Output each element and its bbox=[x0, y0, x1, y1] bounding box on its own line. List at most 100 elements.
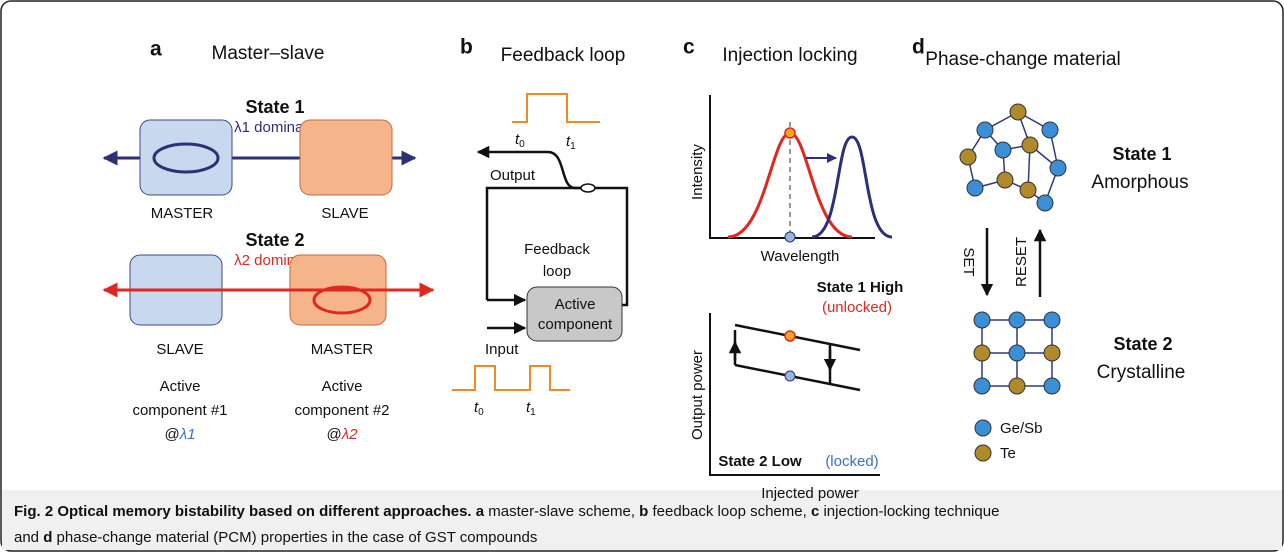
shape bbox=[973, 311, 991, 329]
axis-label: Output power bbox=[689, 350, 706, 440]
shape bbox=[1008, 311, 1026, 329]
loop bbox=[152, 142, 220, 174]
caption-segment: phase-change material (PCM) properties i… bbox=[52, 529, 537, 546]
loop bbox=[312, 285, 372, 315]
caption-segment: Fig. 2 Optical memory bistability based … bbox=[14, 503, 472, 520]
time-label: t1 bbox=[566, 133, 576, 152]
caption-segment: d bbox=[43, 529, 52, 546]
label: RESET bbox=[1013, 237, 1030, 287]
panel-letter: a bbox=[150, 38, 162, 61]
text-part: t bbox=[474, 399, 479, 416]
label: Output bbox=[490, 167, 536, 184]
point bbox=[784, 370, 796, 382]
phase-label: Amorphous bbox=[1091, 172, 1188, 193]
amorphous-atoms bbox=[959, 103, 1067, 212]
legend-label: Ge/Sb bbox=[1000, 420, 1043, 437]
shape bbox=[994, 141, 1012, 159]
time-label: t0 bbox=[515, 131, 525, 150]
shape bbox=[966, 179, 984, 197]
pulse bbox=[452, 365, 570, 391]
label: SLAVE bbox=[156, 341, 203, 358]
label: SLAVE bbox=[321, 205, 368, 222]
label: SET bbox=[960, 247, 977, 276]
label: loop bbox=[543, 263, 571, 280]
axis-label: Injected power bbox=[761, 485, 859, 502]
slave-box bbox=[299, 119, 393, 196]
component-label: component #2 bbox=[294, 402, 389, 419]
shape bbox=[976, 121, 994, 139]
panel-title: Phase-change material bbox=[925, 49, 1120, 70]
text-part: 0 bbox=[478, 407, 484, 418]
caption-background bbox=[2, 490, 1282, 550]
caption-segment: b bbox=[639, 503, 648, 520]
state-title: State 2 bbox=[1113, 334, 1172, 354]
shape bbox=[996, 171, 1014, 189]
state-title: State 1 bbox=[245, 97, 304, 117]
text-part: @ bbox=[327, 426, 342, 443]
caption-segment: c bbox=[811, 503, 819, 520]
shape bbox=[1008, 344, 1026, 362]
shape bbox=[1021, 136, 1039, 154]
panel-b: b Feedback loop t0 t1 Output Feedback lo… bbox=[452, 36, 629, 418]
shape bbox=[1019, 181, 1037, 199]
point bbox=[784, 127, 796, 139]
loop-line bbox=[485, 186, 629, 307]
state-title: State 1 bbox=[1112, 144, 1171, 164]
phase-label: Crystalline bbox=[1097, 362, 1186, 383]
component-label: component #1 bbox=[132, 402, 227, 419]
axes bbox=[709, 313, 880, 476]
component-wavelength: @λ1 bbox=[165, 426, 196, 443]
caption-segment: injection-locking technique bbox=[819, 503, 999, 520]
text-part: λ1 bbox=[179, 426, 196, 443]
panel-letter: b bbox=[460, 36, 473, 59]
shape bbox=[973, 377, 991, 395]
text-part: t bbox=[526, 399, 531, 416]
state-label: State 2 Low bbox=[718, 453, 802, 470]
shape bbox=[1049, 159, 1067, 177]
legend-swatch bbox=[974, 444, 992, 462]
text-part: λ2 bbox=[341, 426, 358, 443]
shape bbox=[1041, 121, 1059, 139]
caption: Fig. 2 Optical memory bistability based … bbox=[14, 503, 999, 546]
shape bbox=[1009, 103, 1027, 121]
panel-c: c Injection locking Intensity Wavelength… bbox=[683, 36, 903, 502]
panel-a: a Master–slave State 1 λ1 dominant MASTE… bbox=[102, 38, 435, 443]
caption-segment: feedback loop scheme, bbox=[648, 503, 811, 520]
panel-letter: c bbox=[683, 36, 695, 59]
caption-segment: master-slave scheme, bbox=[484, 503, 639, 520]
time-label: t1 bbox=[526, 399, 536, 418]
state-note: (unlocked) bbox=[822, 299, 892, 316]
legend-swatch bbox=[974, 419, 992, 437]
label: Input bbox=[485, 341, 519, 358]
text-part: 1 bbox=[530, 407, 536, 418]
master-box bbox=[139, 119, 233, 196]
panel-title: Injection locking bbox=[722, 45, 857, 66]
point bbox=[784, 231, 796, 243]
shape bbox=[1043, 377, 1061, 395]
shape bbox=[1043, 311, 1061, 329]
point bbox=[784, 330, 796, 342]
panel-title: Master–slave bbox=[212, 43, 325, 64]
label: Active bbox=[555, 296, 596, 313]
state-note: (locked) bbox=[825, 453, 878, 470]
shape bbox=[973, 344, 991, 362]
coupler bbox=[580, 183, 596, 193]
caption-line: Fig. 2 Optical memory bistability based … bbox=[14, 503, 999, 520]
text-part: t bbox=[515, 131, 520, 148]
text-part: t bbox=[566, 133, 571, 150]
caption-segment: a bbox=[476, 503, 485, 520]
shape bbox=[1008, 377, 1026, 395]
label: MASTER bbox=[151, 205, 214, 222]
label: Feedback bbox=[524, 241, 590, 258]
panel-title: Feedback loop bbox=[501, 45, 626, 66]
crystal-atoms bbox=[973, 311, 1061, 395]
label: component bbox=[538, 316, 613, 333]
legend-label: Te bbox=[1000, 445, 1016, 462]
text-part: 0 bbox=[519, 139, 525, 150]
time-label: t0 bbox=[474, 399, 484, 418]
shape bbox=[959, 148, 977, 166]
shape bbox=[1036, 194, 1054, 212]
state-title: State 2 bbox=[245, 230, 304, 250]
text-part: 1 bbox=[570, 141, 576, 152]
